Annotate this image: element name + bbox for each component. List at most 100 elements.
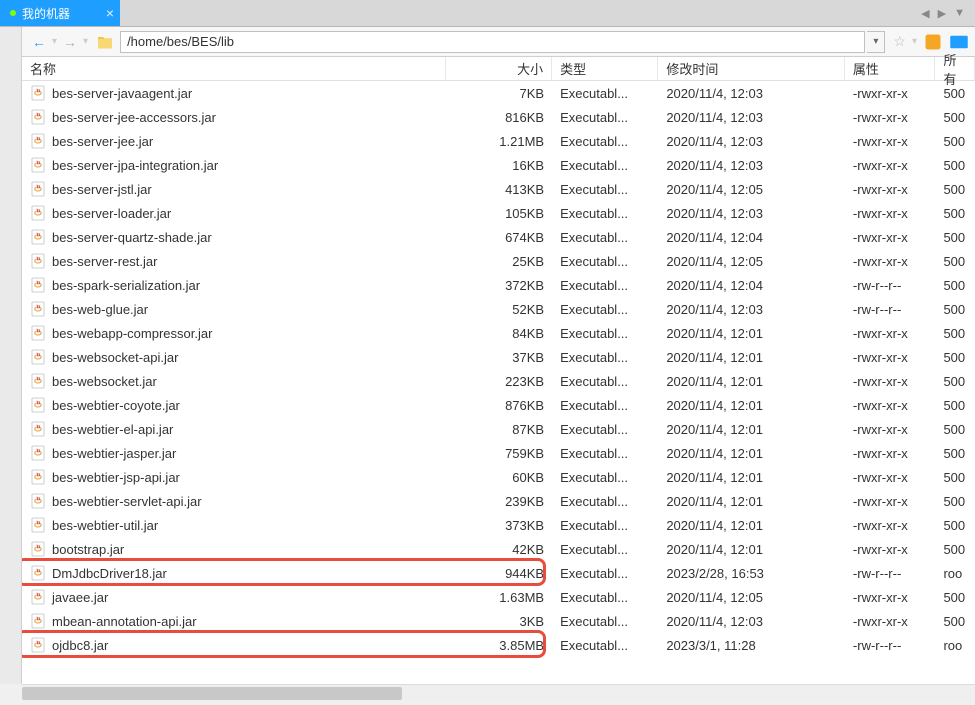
column-header-size[interactable]: 大小 (446, 57, 552, 80)
tab-my-machine[interactable]: 我的机器 × (0, 0, 120, 26)
column-header-name[interactable]: 名称 (22, 57, 446, 80)
file-type: Executabl... (552, 110, 658, 125)
path-dropdown-button[interactable]: ▾ (867, 31, 885, 53)
path-input[interactable]: /home/bes/BES/lib (120, 31, 865, 53)
star-dropdown[interactable]: ▾ (912, 36, 917, 47)
file-row[interactable]: bes-webtier-servlet-api.jar239KBExecutab… (22, 489, 975, 513)
file-row[interactable]: bes-server-quartz-shade.jar674KBExecutab… (22, 225, 975, 249)
file-owner: 500 (935, 374, 975, 389)
jar-file-icon (30, 397, 46, 413)
file-perm: -rwxr-xr-x (845, 350, 936, 365)
file-perm: -rwxr-xr-x (845, 110, 936, 125)
file-row[interactable]: DmJdbcDriver18.jar944KBExecutabl...2023/… (22, 561, 975, 585)
left-gutter (0, 27, 22, 684)
file-size: 3KB (446, 614, 552, 629)
nav-back-button[interactable]: ← (28, 31, 50, 53)
chevron-down-icon[interactable]: ▼ (954, 7, 965, 19)
file-row[interactable]: bes-server-javaagent.jar7KBExecutabl...2… (22, 81, 975, 105)
column-header-type[interactable]: 类型 (552, 57, 658, 80)
file-perm: -rwxr-xr-x (845, 614, 936, 629)
column-header-date[interactable]: 修改时间 (658, 57, 845, 80)
file-row[interactable]: bes-webtier-jsp-api.jar60KBExecutabl...2… (22, 465, 975, 489)
file-type: Executabl... (552, 494, 658, 509)
file-row[interactable]: bes-webapp-compressor.jar84KBExecutabl..… (22, 321, 975, 345)
file-perm: -rw-r--r-- (845, 278, 936, 293)
file-date: 2020/11/4, 12:05 (658, 590, 845, 605)
tool-icon-2[interactable] (949, 32, 969, 52)
toolbar: ← ▾ → ▾ /home/bes/BES/lib ▾ ☆ ▾ (22, 27, 975, 57)
file-owner: 500 (935, 446, 975, 461)
chevron-left-icon[interactable]: ◀ (921, 7, 929, 20)
column-header-owner[interactable]: 所有 (935, 57, 975, 80)
file-perm: -rwxr-xr-x (845, 470, 936, 485)
file-row[interactable]: bes-server-jstl.jar413KBExecutabl...2020… (22, 177, 975, 201)
file-row[interactable]: bes-server-rest.jar25KBExecutabl...2020/… (22, 249, 975, 273)
jar-file-icon (30, 445, 46, 461)
nav-forward-button[interactable]: → (59, 31, 81, 53)
chevron-right-icon[interactable]: ▶ (938, 7, 946, 20)
file-date: 2020/11/4, 12:05 (658, 254, 845, 269)
tool-icon-1[interactable] (923, 32, 943, 52)
jar-file-icon (30, 325, 46, 341)
jar-file-icon (30, 517, 46, 533)
jar-file-icon (30, 157, 46, 173)
file-name: DmJdbcDriver18.jar (52, 566, 167, 581)
file-row[interactable]: bes-server-jee.jar1.21MBExecutabl...2020… (22, 129, 975, 153)
file-date: 2020/11/4, 12:01 (658, 494, 845, 509)
file-size: 105KB (446, 206, 552, 221)
file-row[interactable]: bes-spark-serialization.jar372KBExecutab… (22, 273, 975, 297)
file-size: 759KB (446, 446, 552, 461)
file-name: bes-webtier-util.jar (52, 518, 158, 533)
file-list[interactable]: bes-server-javaagent.jar7KBExecutabl...2… (22, 81, 975, 684)
file-name: bes-webapp-compressor.jar (52, 326, 212, 341)
jar-file-icon (30, 205, 46, 221)
file-row[interactable]: bes-websocket.jar223KBExecutabl...2020/1… (22, 369, 975, 393)
file-row[interactable]: bes-server-loader.jar105KBExecutabl...20… (22, 201, 975, 225)
jar-file-icon (30, 421, 46, 437)
file-row[interactable]: bes-webtier-coyote.jar876KBExecutabl...2… (22, 393, 975, 417)
file-row[interactable]: bes-server-jee-accessors.jar816KBExecuta… (22, 105, 975, 129)
file-perm: -rwxr-xr-x (845, 158, 936, 173)
nav-back-dropdown[interactable]: ▾ (52, 36, 57, 47)
file-type: Executabl... (552, 254, 658, 269)
file-row[interactable]: ojdbc8.jar3.85MBExecutabl...2023/3/1, 11… (22, 633, 975, 657)
folder-icon (96, 33, 114, 51)
file-row[interactable]: bes-websocket-api.jar37KBExecutabl...202… (22, 345, 975, 369)
file-row[interactable]: bes-webtier-jasper.jar759KBExecutabl...2… (22, 441, 975, 465)
file-type: Executabl... (552, 206, 658, 221)
jar-file-icon (30, 565, 46, 581)
file-perm: -rwxr-xr-x (845, 494, 936, 509)
file-row[interactable]: mbean-annotation-api.jar3KBExecutabl...2… (22, 609, 975, 633)
scrollbar-thumb[interactable] (22, 687, 402, 700)
file-row[interactable]: javaee.jar1.63MBExecutabl...2020/11/4, 1… (22, 585, 975, 609)
file-row[interactable]: bes-web-glue.jar52KBExecutabl...2020/11/… (22, 297, 975, 321)
file-row[interactable]: bes-server-jpa-integration.jar16KBExecut… (22, 153, 975, 177)
jar-file-icon (30, 277, 46, 293)
file-date: 2020/11/4, 12:03 (658, 86, 845, 101)
file-row[interactable]: bes-webtier-util.jar373KBExecutabl...202… (22, 513, 975, 537)
file-row[interactable]: bes-webtier-el-api.jar87KBExecutabl...20… (22, 417, 975, 441)
file-perm: -rwxr-xr-x (845, 182, 936, 197)
column-header-perm[interactable]: 属性 (845, 57, 936, 80)
close-icon[interactable]: × (106, 5, 114, 21)
horizontal-scrollbar[interactable] (22, 684, 975, 701)
file-perm: -rwxr-xr-x (845, 542, 936, 557)
file-name: bes-web-glue.jar (52, 302, 148, 317)
jar-file-icon (30, 349, 46, 365)
file-size: 373KB (446, 518, 552, 533)
file-size: 37KB (446, 350, 552, 365)
nav-forward-dropdown[interactable]: ▾ (83, 36, 88, 47)
file-owner: 500 (935, 398, 975, 413)
file-row[interactable]: bootstrap.jar42KBExecutabl...2020/11/4, … (22, 537, 975, 561)
jar-file-icon (30, 541, 46, 557)
jar-file-icon (30, 469, 46, 485)
file-owner: 500 (935, 542, 975, 557)
file-type: Executabl... (552, 518, 658, 533)
file-perm: -rwxr-xr-x (845, 446, 936, 461)
star-icon[interactable]: ☆ (893, 33, 906, 50)
file-size: 60KB (446, 470, 552, 485)
file-type: Executabl... (552, 278, 658, 293)
file-owner: roo (935, 566, 975, 581)
file-date: 2020/11/4, 12:03 (658, 110, 845, 125)
file-name: bes-server-javaagent.jar (52, 86, 192, 101)
